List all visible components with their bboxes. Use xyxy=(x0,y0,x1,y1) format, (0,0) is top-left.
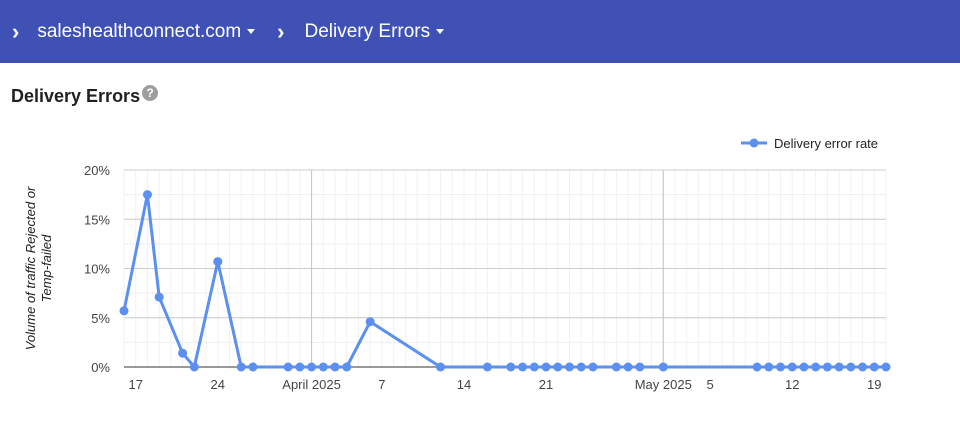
series-line xyxy=(122,193,886,369)
data-point xyxy=(518,362,528,372)
data-point xyxy=(248,362,258,372)
y-axis-label: Volume of traffic Rejected orTemp-failed xyxy=(23,186,54,350)
data-point xyxy=(330,362,340,372)
x-tick-label: 5 xyxy=(707,377,714,392)
y-tick-label: 20% xyxy=(84,163,110,178)
x-tick-label: 19 xyxy=(867,377,881,392)
data-point xyxy=(541,362,551,372)
data-point xyxy=(869,362,879,372)
breadcrumb-chevron-icon: › xyxy=(277,18,285,44)
x-tick-label: 17 xyxy=(128,377,142,392)
x-tick-label: 14 xyxy=(457,377,471,392)
x-tick-label: May 2025 xyxy=(635,377,692,392)
data-point xyxy=(154,292,164,302)
data-point xyxy=(318,362,328,372)
section-heading: Delivery Errors ? xyxy=(11,84,159,107)
breadcrumb-chevron-icon: › xyxy=(12,18,20,44)
data-point xyxy=(342,362,352,372)
data-point xyxy=(365,317,375,327)
data-point xyxy=(764,362,774,372)
y-tick-label: 0% xyxy=(91,360,110,375)
data-point xyxy=(506,362,516,372)
data-point xyxy=(236,362,246,372)
data-point xyxy=(881,362,891,372)
legend-label: Delivery error rate xyxy=(774,136,878,151)
data-point xyxy=(564,362,574,372)
data-point xyxy=(775,362,785,372)
data-point xyxy=(178,348,188,358)
data-point xyxy=(307,362,317,372)
data-point xyxy=(436,362,446,372)
top-bar: › saleshealthconnect.com › Delivery Erro… xyxy=(0,0,960,63)
data-point xyxy=(752,362,762,372)
help-icon[interactable]: ? xyxy=(142,84,159,101)
data-point xyxy=(482,362,492,372)
data-point xyxy=(283,362,293,372)
data-point xyxy=(295,362,305,372)
x-tick-label: 7 xyxy=(378,377,385,392)
data-point xyxy=(834,362,844,372)
data-point xyxy=(576,362,586,372)
y-tick-label: 10% xyxy=(84,262,110,277)
page-label: Delivery Errors xyxy=(304,20,431,42)
data-point xyxy=(142,190,152,200)
data-point xyxy=(658,362,668,372)
domain-selector[interactable]: saleshealthconnect.com xyxy=(37,20,256,43)
data-point xyxy=(189,362,199,372)
page-title: Delivery Errors xyxy=(11,86,141,106)
data-point xyxy=(846,362,856,372)
x-tick-label: April 2025 xyxy=(282,377,341,392)
delivery-error-chart: 0% 5% 10% 15% 20% 17 24 April 2025 7 14 21 May 2025… xyxy=(23,136,891,392)
caret-down-icon xyxy=(247,29,256,34)
data-point xyxy=(611,362,621,372)
y-tick-label: 5% xyxy=(91,311,110,326)
data-point xyxy=(588,362,598,372)
data-point xyxy=(213,257,223,267)
data-point xyxy=(635,362,645,372)
y-tick-label: 15% xyxy=(84,212,110,227)
data-point xyxy=(799,362,809,372)
data-point xyxy=(811,362,821,372)
domain-label: saleshealthconnect.com xyxy=(37,20,242,42)
data-point xyxy=(553,362,563,372)
data-point xyxy=(822,362,832,372)
page-selector[interactable]: Delivery Errors xyxy=(305,21,445,43)
x-tick-label: 24 xyxy=(211,377,225,392)
data-point xyxy=(119,306,129,316)
data-point xyxy=(787,362,797,372)
legend-marker xyxy=(749,138,759,148)
data-point xyxy=(858,362,868,372)
data-point xyxy=(623,362,633,372)
caret-down-icon xyxy=(436,29,445,34)
x-tick-label: 12 xyxy=(785,377,799,392)
data-point xyxy=(529,362,539,372)
x-tick-label: 21 xyxy=(539,377,553,392)
